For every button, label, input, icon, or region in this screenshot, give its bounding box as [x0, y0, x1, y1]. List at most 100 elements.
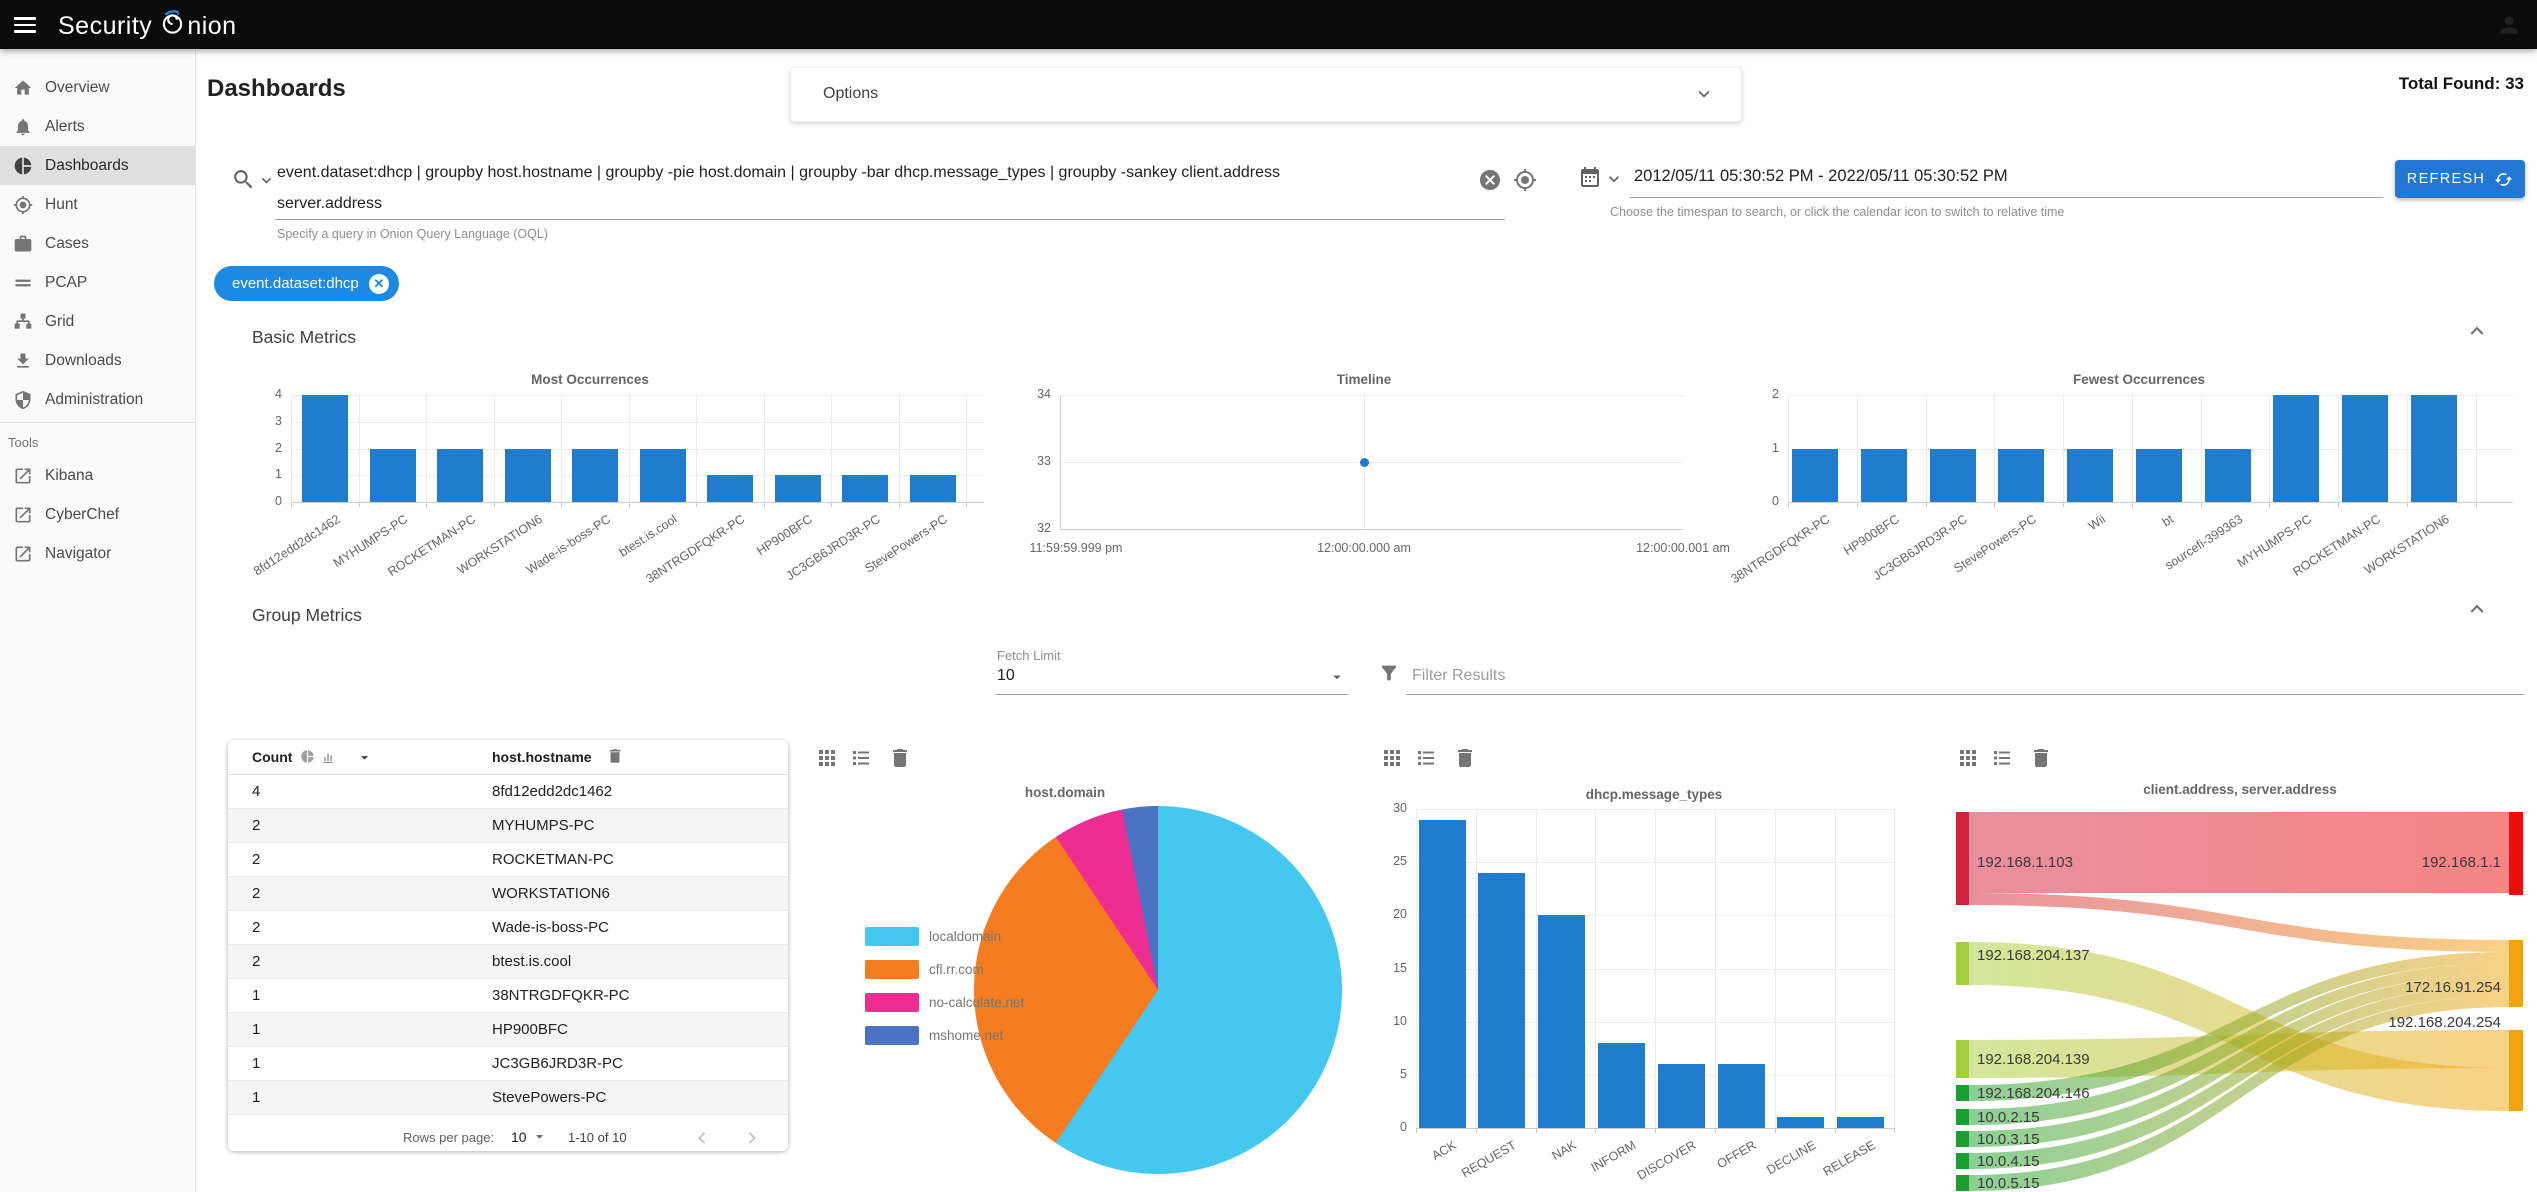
table-row[interactable]: 2 WORKSTATION6 [228, 877, 788, 911]
sankey-node-10.0.5.15[interactable] [1956, 1175, 1969, 1191]
query-history-chevron-icon[interactable] [257, 171, 276, 190]
bar-Wade-is-boss-PC[interactable] [572, 448, 618, 502]
table-grid-action-icon[interactable] [1956, 746, 1980, 770]
crosshair-icon[interactable] [1513, 168, 1537, 192]
chevron-down-icon[interactable] [257, 171, 276, 190]
rows-per-page-select[interactable]: 10 [511, 1129, 527, 1145]
quick-actions-target-icon[interactable] [1513, 168, 1537, 192]
query-input-line2[interactable]: server.address [277, 195, 382, 212]
bar-Wii[interactable] [2067, 448, 2113, 502]
sort-caret-down-icon[interactable] [356, 749, 373, 767]
table-row[interactable]: 2 btest.is.cool [228, 945, 788, 979]
table-row[interactable]: 4 8fd12edd2dc1462 [228, 775, 788, 809]
sankey-link-10.0.4.15-to-172.16.91.254[interactable]: 10.0.4.15 → 172.16.91.254: 1 [1969, 985, 2509, 1169]
user-account-icon[interactable] [2496, 12, 2522, 38]
chevron-up-icon[interactable] [2464, 318, 2490, 344]
sankey-node-192.168.204.139[interactable] [1956, 1040, 1969, 1078]
bar-btest.is.cool[interactable] [639, 448, 686, 502]
bar-HP900BFC[interactable] [774, 475, 821, 502]
chevron-left-icon[interactable] [690, 1126, 714, 1150]
legend-item-localdomain[interactable]: localdomain [865, 927, 1001, 946]
table-grid-action-icon[interactable] [815, 746, 839, 770]
sidebar-item-cyberchef[interactable]: CyberChef [0, 495, 195, 534]
sankey-node-10.0.4.15[interactable] [1956, 1153, 1969, 1169]
sankey-link-192.168.1.103-to-172.16.91.254[interactable]: 192.168.1.103 → 172.16.91.254: 2 [1969, 893, 2509, 952]
pagination-next-icon[interactable] [740, 1126, 764, 1150]
sidebar-item-cases[interactable]: Cases [0, 224, 195, 263]
options-dropdown[interactable]: Options [790, 67, 1742, 122]
trash-action-icon[interactable] [1453, 746, 1477, 770]
sankey-node-192.168.204.137[interactable] [1956, 942, 1969, 985]
bar-sourcefi-399363[interactable] [2204, 448, 2251, 502]
query-input[interactable]: event.dataset:dhcp | groupby host.hostna… [277, 164, 1280, 181]
sankey-link-10.0.5.15-to-172.16.91.254[interactable]: 10.0.5.15 → 172.16.91.254: 1 [1969, 996, 2509, 1191]
sankey-node-192.168.1.103[interactable] [1956, 812, 1969, 905]
table-row[interactable]: 2 MYHUMPS-PC [228, 809, 788, 843]
menu-hamburger-icon[interactable] [14, 13, 36, 35]
legend-item-no-calculate.net[interactable]: no-calculate.net [865, 993, 1024, 1012]
rows-per-page-caret-icon[interactable] [531, 1128, 548, 1146]
close-circle-icon[interactable] [1478, 168, 1502, 192]
sidebar-item-downloads[interactable]: Downloads [0, 341, 195, 380]
sidebar-item-overview[interactable]: Overview [0, 68, 195, 107]
bar-INFORM[interactable] [1597, 1042, 1645, 1128]
bar-StevePowers-PC[interactable] [1998, 448, 2045, 502]
bar-WORKSTATION6[interactable] [504, 448, 551, 502]
timespan-chevron-icon[interactable] [1604, 169, 1624, 189]
bar-DISCOVER[interactable] [1657, 1064, 1705, 1128]
bar-MYHUMPS-PC[interactable] [369, 448, 416, 502]
clear-query-icon[interactable] [1478, 168, 1502, 192]
bar-38NTRGDFQKR-PC[interactable] [707, 475, 753, 502]
bar-REQUEST[interactable] [1478, 872, 1526, 1128]
bar-ROCKETMAN-PC[interactable] [2342, 395, 2388, 502]
trash-action-icon[interactable] [888, 746, 912, 770]
sidebar-item-administration[interactable]: Administration [0, 380, 195, 419]
table-grid-action-icon[interactable] [1380, 746, 1404, 770]
toggle-pie-icon[interactable] [300, 748, 315, 766]
view-list-action-icon[interactable] [849, 746, 873, 770]
bar-HP900BFC[interactable] [1860, 448, 1907, 502]
table-row[interactable]: 2 Wade-is-boss-PC [228, 911, 788, 945]
sidebar-item-pcap[interactable]: PCAP [0, 263, 195, 302]
view-list-action-icon[interactable] [1990, 746, 2014, 770]
chevron-up-icon[interactable] [2464, 596, 2490, 622]
filter-chip[interactable]: event.dataset:dhcp ✕ [214, 266, 399, 301]
sankey-link-192.168.1.103-to-192.168.1.1[interactable]: 192.168.1.103 → 192.168.1.1: 13 [1969, 812, 2509, 893]
caret-down-icon[interactable] [356, 749, 373, 766]
legend-item-cfl.rr.com[interactable]: cfl.rr.com [865, 960, 984, 979]
sankey-node-192.168.1.1[interactable] [2509, 812, 2523, 895]
sankey-link-192.168.204.146-to-172.16.91.254[interactable]: 192.168.204.146 → 172.16.91.254: 1 [1969, 952, 2509, 1101]
sankey-node-192.168.204.254[interactable] [2509, 1030, 2523, 1111]
sankey-node-10.0.3.15[interactable] [1956, 1131, 1969, 1147]
trash-action-icon[interactable] [2029, 746, 2053, 770]
bar-WORKSTATION6[interactable] [2410, 395, 2457, 502]
filter-chip-close-icon[interactable]: ✕ [368, 273, 389, 294]
fetch-limit-caret-icon[interactable] [1328, 668, 1346, 686]
filter-results-input[interactable]: Filter Results [1412, 667, 1506, 684]
bar-NAK[interactable] [1538, 915, 1586, 1128]
table-row[interactable]: 1 JC3GB6JRD3R-PC [228, 1047, 788, 1081]
person-icon[interactable] [2496, 12, 2522, 38]
bar-OFFER[interactable] [1717, 1064, 1765, 1128]
table-row[interactable]: 2 ROCKETMAN-PC [228, 843, 788, 877]
calendar-icon[interactable] [1578, 166, 1602, 190]
bar-ACK[interactable] [1418, 819, 1466, 1128]
toggle-bar-chart-icon[interactable] [320, 748, 336, 766]
remove-group-trash-icon[interactable] [606, 747, 624, 765]
bar-chart-icon[interactable] [320, 749, 336, 765]
bar-8fd12edd2dc1462[interactable] [302, 395, 348, 502]
sankey-link-10.0.3.15-to-172.16.91.254[interactable]: 10.0.3.15 → 172.16.91.254: 1 [1969, 974, 2509, 1147]
bar-StevePowers-PC[interactable] [909, 475, 956, 502]
bar-RELEASE[interactable] [1837, 1117, 1885, 1128]
pagination-prev-icon[interactable] [690, 1126, 714, 1150]
legend-item-mshome.net[interactable]: mshome.net [865, 1026, 1003, 1045]
sidebar-item-alerts[interactable]: Alerts [0, 107, 195, 146]
fetch-limit-select[interactable]: 10 [997, 667, 1015, 684]
caret-down-icon[interactable] [1328, 668, 1346, 686]
trash-icon[interactable] [606, 747, 624, 765]
sidebar-item-navigator[interactable]: Navigator [0, 534, 195, 573]
chevron-down-icon[interactable] [1604, 169, 1624, 189]
sankey-node-10.0.2.15[interactable] [1956, 1109, 1969, 1125]
sankey-node-172.16.91.254[interactable] [2509, 940, 2523, 1007]
bar-MYHUMPS-PC[interactable] [2273, 395, 2320, 502]
